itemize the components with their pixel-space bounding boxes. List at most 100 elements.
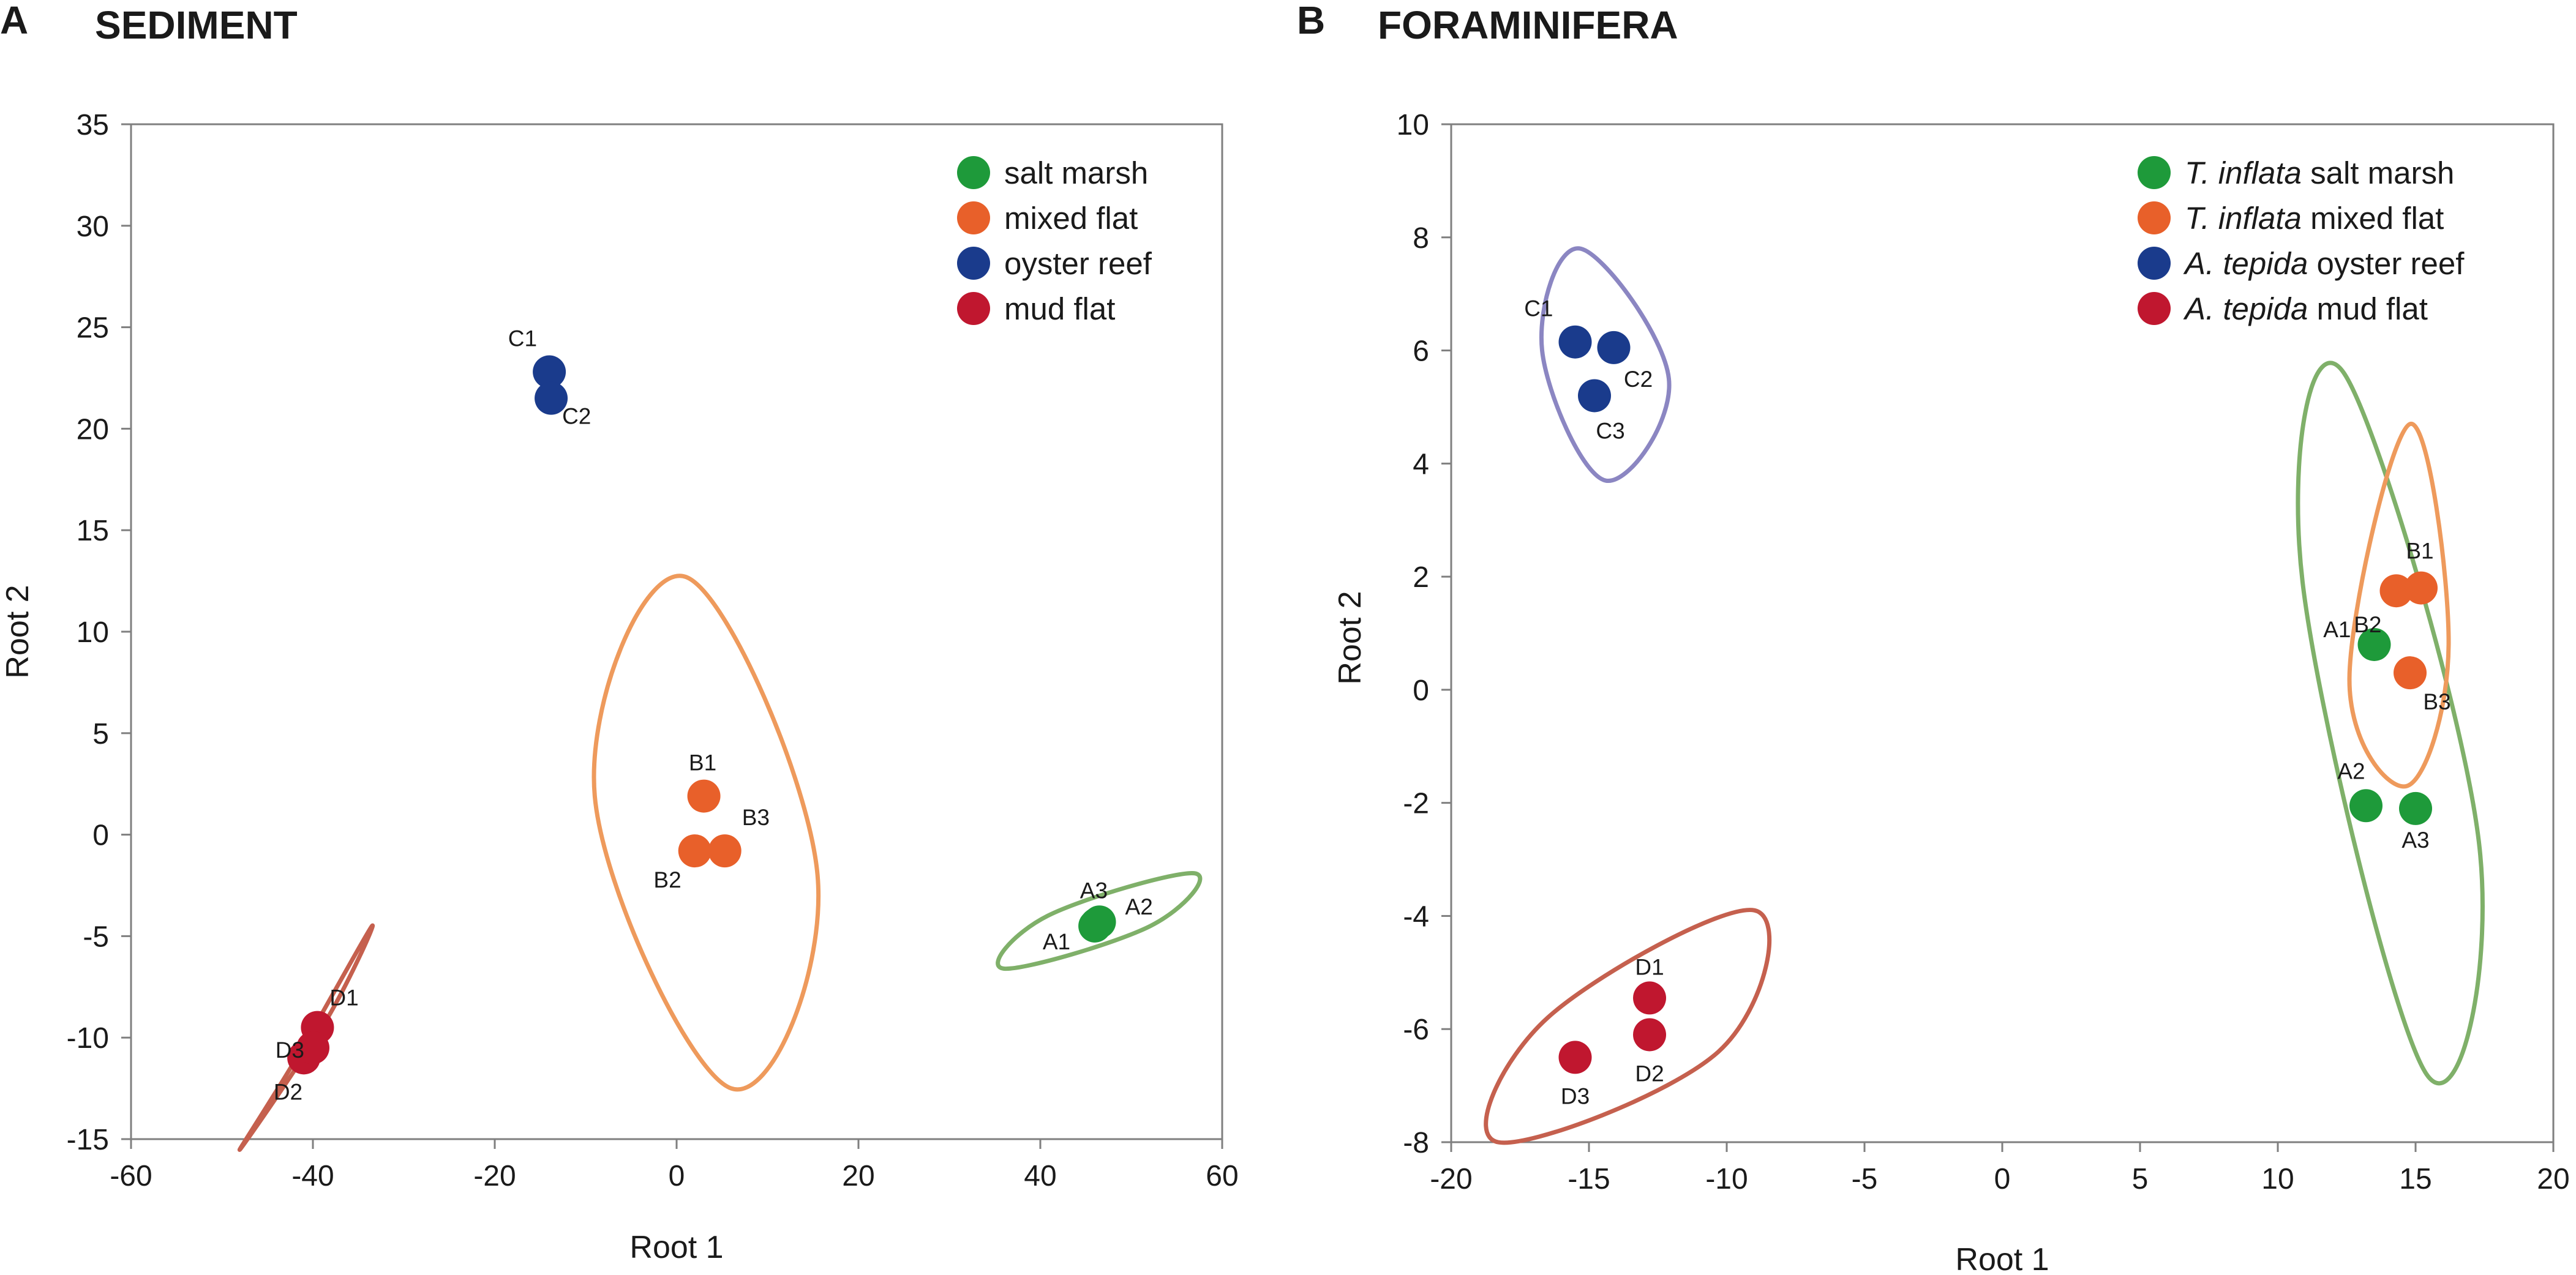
panel-b-title: FORAMINIFERA	[1378, 3, 1678, 47]
panel-b-legend-label: A. tepida mud flat	[2183, 291, 2428, 326]
panel-b-x-tick-label: 15	[2399, 1163, 2431, 1195]
panel-a-y-tick-label: -15	[67, 1124, 109, 1156]
panel-b-legend-marker	[2138, 156, 2171, 189]
panel-a-y-tick-label: 5	[92, 718, 109, 750]
panel-a-point-b1	[687, 779, 721, 813]
panel-a-legend-label: mud flat	[1004, 291, 1115, 326]
panel-a-x-tick-label: 60	[1206, 1160, 1238, 1192]
panel-a-legend-marker	[957, 292, 990, 325]
panel-a-y-tick-label: 20	[77, 413, 109, 446]
panel-b-x-tick-label: 20	[2537, 1163, 2569, 1195]
panel-b-point-label-d2: D2	[1635, 1061, 1664, 1086]
panel-a-points: A1 A2 A3 B1 B2 B3 C1 C2 D1 D2 D3	[274, 326, 1153, 1105]
panel-a-legend-marker	[957, 201, 990, 234]
panel-a-point-label-c2: C2	[562, 404, 591, 429]
panel-b-point-a2	[2349, 789, 2383, 823]
panel-a-point-label-a1: A1	[1043, 929, 1070, 954]
panel-a-point-label-c1: C1	[508, 326, 537, 351]
panel-b-point-label-d1: D1	[1635, 954, 1664, 979]
panel-a-y-tick-label: 25	[77, 312, 109, 345]
panel-b-point-label-c2: C2	[1624, 367, 1653, 392]
panel-b-y-tick-label: 4	[1413, 448, 1429, 480]
panel-b-confidence-ellipse	[2296, 361, 2485, 1086]
panel-a-point-d3	[296, 1031, 329, 1064]
panel-b-point-a1	[2357, 627, 2391, 661]
panel-b-y-tick-label: 0	[1413, 675, 1429, 707]
panel-a-legend-label: salt marsh	[1004, 155, 1148, 190]
panel-b-point-label-a1: A1	[2323, 617, 2351, 642]
panel-a-confidence-ellipse	[591, 574, 820, 1092]
panel-b-point-d2	[1633, 1018, 1666, 1052]
panel-a-x-tick-label: 40	[1024, 1160, 1056, 1192]
panel-a-point-c1	[533, 355, 566, 389]
panel-b-legend-label: A. tepida oyster reef	[2183, 246, 2465, 281]
panel-b-point-c3	[1578, 379, 1611, 413]
panel-b-point-label-b2: B2	[2354, 612, 2381, 637]
panel-b-x-tick-label: -20	[1430, 1163, 1472, 1195]
panel-b-y-tick-label: -2	[1403, 788, 1429, 820]
panel-a-x-tick-label: -40	[291, 1160, 334, 1192]
panel-b-point-c1	[1558, 325, 1592, 359]
panel-a-point-label-b2: B2	[653, 867, 681, 892]
panel-a-y-tick-label: 10	[77, 616, 109, 649]
panel-b-point-b1	[2405, 571, 2438, 605]
panel-a-point-label-b3: B3	[742, 805, 770, 830]
panel-b-y-tick-label: -4	[1403, 900, 1429, 933]
panel-b-legend-label: T. inflata salt marsh	[2185, 155, 2454, 190]
panel-b-y-axis-label: Root 2	[1332, 591, 1368, 684]
panel-b-letter: B	[1297, 0, 1325, 42]
panel-b-y-tick-label: 10	[1397, 109, 1429, 141]
panel-a-point-b2	[678, 834, 712, 868]
panel-b-point-label-a2: A2	[2337, 758, 2365, 783]
panel-b-point-label-a3: A3	[2401, 828, 2429, 853]
panel-a-x-tick-label: 0	[669, 1160, 685, 1192]
panel-b-legend: T. inflata salt marsh T. inflata mixed fl…	[2138, 155, 2465, 326]
panel-b-x-tick-label: -10	[1705, 1163, 1748, 1195]
panel-b-point-b2	[2379, 574, 2413, 608]
panel-a-y-tick-label: 0	[92, 820, 109, 852]
panel-a-point-label-d2: D2	[274, 1079, 302, 1104]
panel-a-title: SEDIMENT	[95, 3, 298, 47]
panel-b-y-tick-label: 8	[1413, 222, 1429, 255]
panel-a-point-a3	[1080, 907, 1114, 941]
panel-b-legend-marker	[2138, 201, 2171, 234]
panel-a-x-tick-label: -20	[473, 1160, 516, 1192]
panel-a-point-c2	[535, 381, 568, 415]
panel-b-legend-marker	[2138, 247, 2171, 280]
panel-b-point-label-c3: C3	[1596, 418, 1624, 443]
panel-a-x-tick-label: -60	[110, 1160, 152, 1192]
panel-b-x-tick-label: 10	[2261, 1163, 2294, 1195]
panel-b-point-d3	[1558, 1041, 1592, 1074]
panel-b-point-c2	[1597, 331, 1631, 364]
panel-a-letter: A	[0, 0, 28, 42]
panel-b-x-tick-label: -15	[1568, 1163, 1610, 1195]
panel-b-point-label-c1: C1	[1524, 296, 1553, 321]
panel-a-x-axis-label: Root 1	[629, 1230, 723, 1265]
panel-a-ticks: -60 -40 -20 0 20 40 60 -15 -10 -5 0 5 10 15 20 25 30 35	[67, 109, 1239, 1192]
panel-a-point-label-d3: D3	[276, 1038, 304, 1063]
panel-b-point-d1	[1633, 981, 1666, 1015]
panel-b-legend-label: T. inflata mixed flat	[2185, 201, 2444, 236]
panel-a-y-tick-label: 35	[77, 109, 109, 141]
panel-a-y-tick-label: 30	[77, 211, 109, 243]
panel-b: B FORAMINIFERA -20 -15 -10 -5 0 5 10 15 20-8-6-4…	[1297, 0, 2570, 1275]
panel-b-point-label-b1: B1	[2406, 539, 2433, 564]
panel-a-point-b3	[708, 834, 742, 868]
panel-a-legend: salt marsh mixed flat oyster reef mud flat	[957, 155, 1152, 326]
panel-a-legend-marker	[957, 156, 990, 189]
panel-b-confidence-ellipse	[2347, 422, 2451, 789]
panel-b-y-tick-label: -6	[1403, 1014, 1429, 1046]
panel-b-ellipses	[1484, 246, 2485, 1145]
panel-b-point-label-d3: D3	[1561, 1083, 1590, 1109]
panel-a-ellipses	[237, 574, 1203, 1152]
panel-b-y-tick-label: 2	[1413, 561, 1429, 594]
panel-b-legend-marker	[2138, 292, 2171, 325]
panel-b-point-b3	[2394, 656, 2427, 690]
panel-b-confidence-ellipse	[1539, 246, 1672, 483]
panel-a-point-label-a3: A3	[1080, 878, 1108, 903]
panel-a-confidence-ellipse	[237, 923, 375, 1152]
panel-a-legend-label: oyster reef	[1004, 246, 1152, 281]
panel-a-point-label-a2: A2	[1125, 894, 1153, 919]
